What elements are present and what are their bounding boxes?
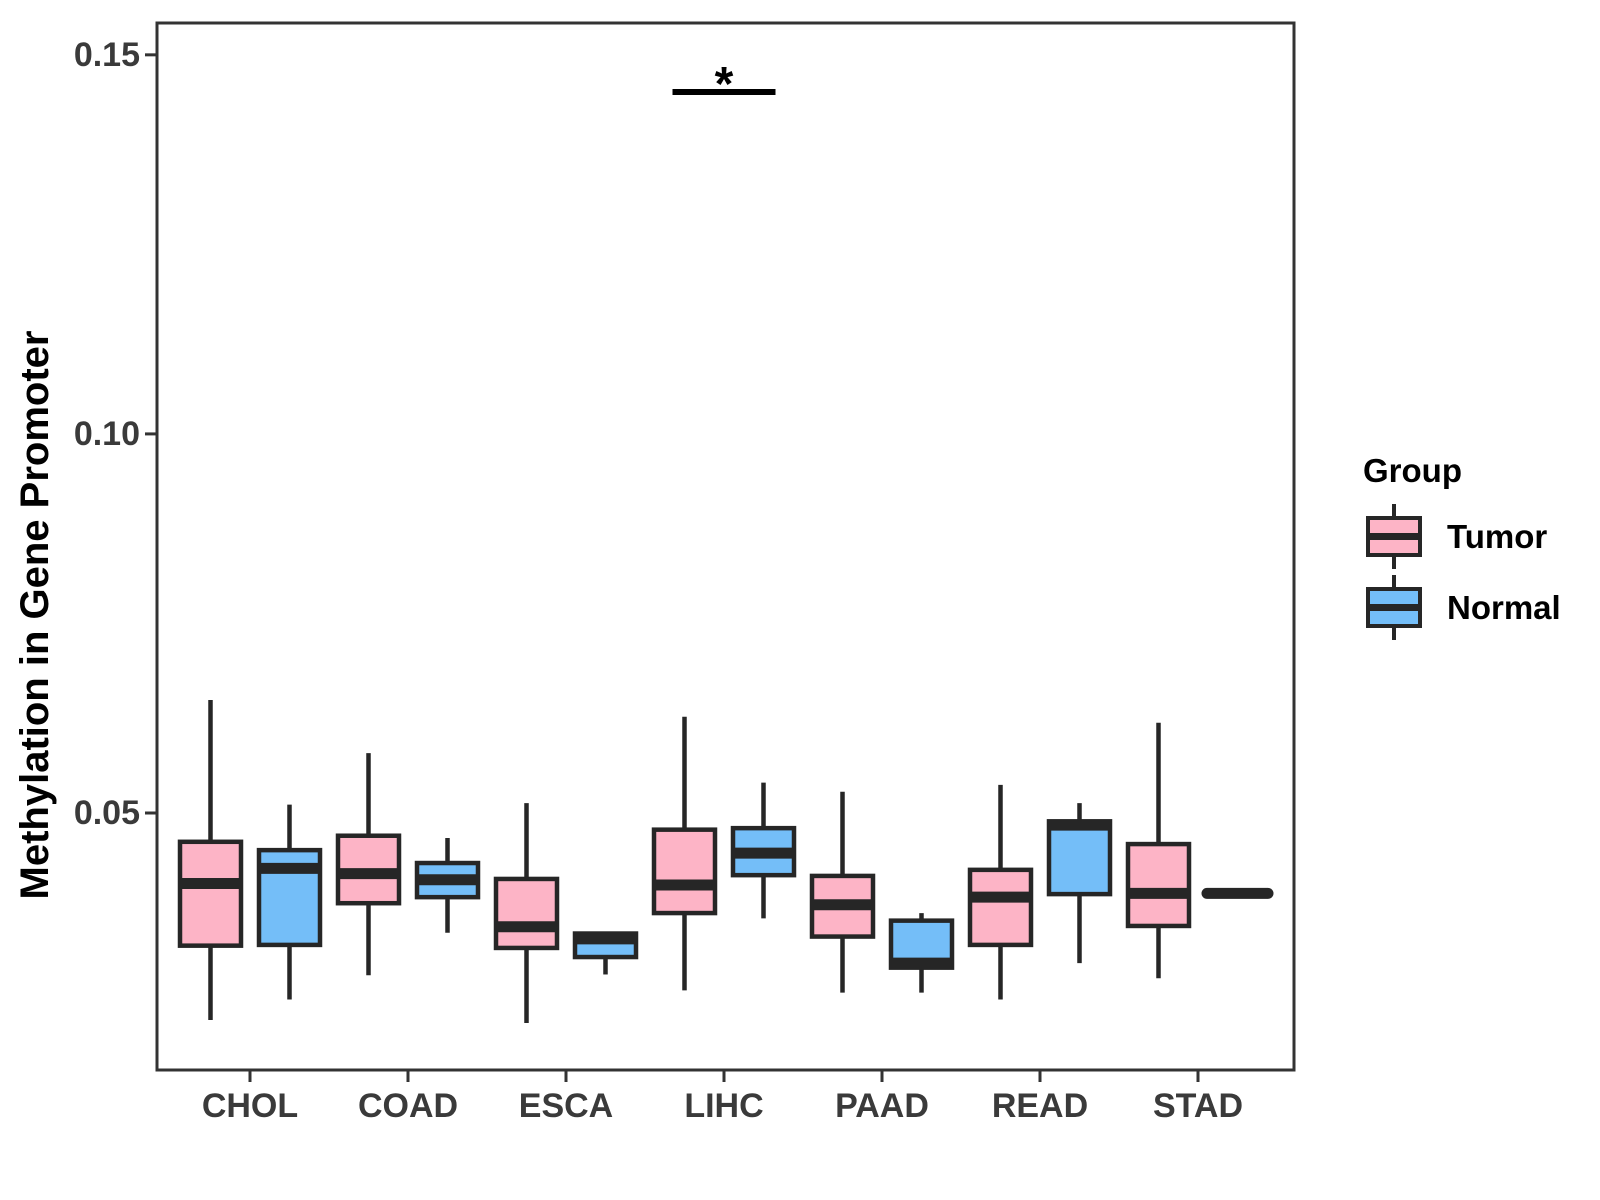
- plot-area: 0.05 0.10 0.15 CHOL COAD ESCA LIHC PAAD READ STAD…: [74, 21, 1296, 1125]
- legend-key-normal: Normal: [1366, 575, 1561, 640]
- boxplot-lihc-tumor-box: [651, 827, 718, 916]
- legend-label-normal: Normal: [1447, 589, 1561, 626]
- x-axis-category-label: READ: [992, 1087, 1088, 1125]
- legend-key-tumor: Tumor: [1366, 504, 1547, 569]
- boxplot-chol-tumor-box: [177, 839, 244, 948]
- boxplot-stad-tumor-box: [1125, 841, 1192, 929]
- boxplot-read-normal-box: [1046, 819, 1113, 897]
- x-axis-category-label: PAAD: [835, 1087, 929, 1125]
- significance-star: *: [715, 58, 734, 111]
- x-axis-category-label: STAD: [1153, 1087, 1243, 1125]
- legend-title: Group: [1363, 452, 1462, 489]
- boxplot-read-tumor-box: [967, 867, 1034, 948]
- legend-label-tumor: Tumor: [1447, 518, 1547, 555]
- x-axis-category-label: LIHC: [684, 1087, 763, 1125]
- y-axis-tick-label: 0.10: [74, 415, 140, 453]
- plot-panel-border: [155, 21, 1296, 1072]
- legend: Group Tumor Normal: [1363, 452, 1561, 640]
- y-axis-tick-label: 0.15: [74, 36, 140, 74]
- y-axis-title: Methylation in Gene Promoter: [13, 331, 57, 900]
- x-axis-category-label: COAD: [358, 1087, 458, 1125]
- boxplot-esca-tumor-box: [493, 876, 560, 951]
- x-axis-category-label: ESCA: [519, 1087, 613, 1125]
- y-axis-tick-label: 0.05: [74, 794, 140, 832]
- x-axis-category-label: CHOL: [202, 1087, 298, 1125]
